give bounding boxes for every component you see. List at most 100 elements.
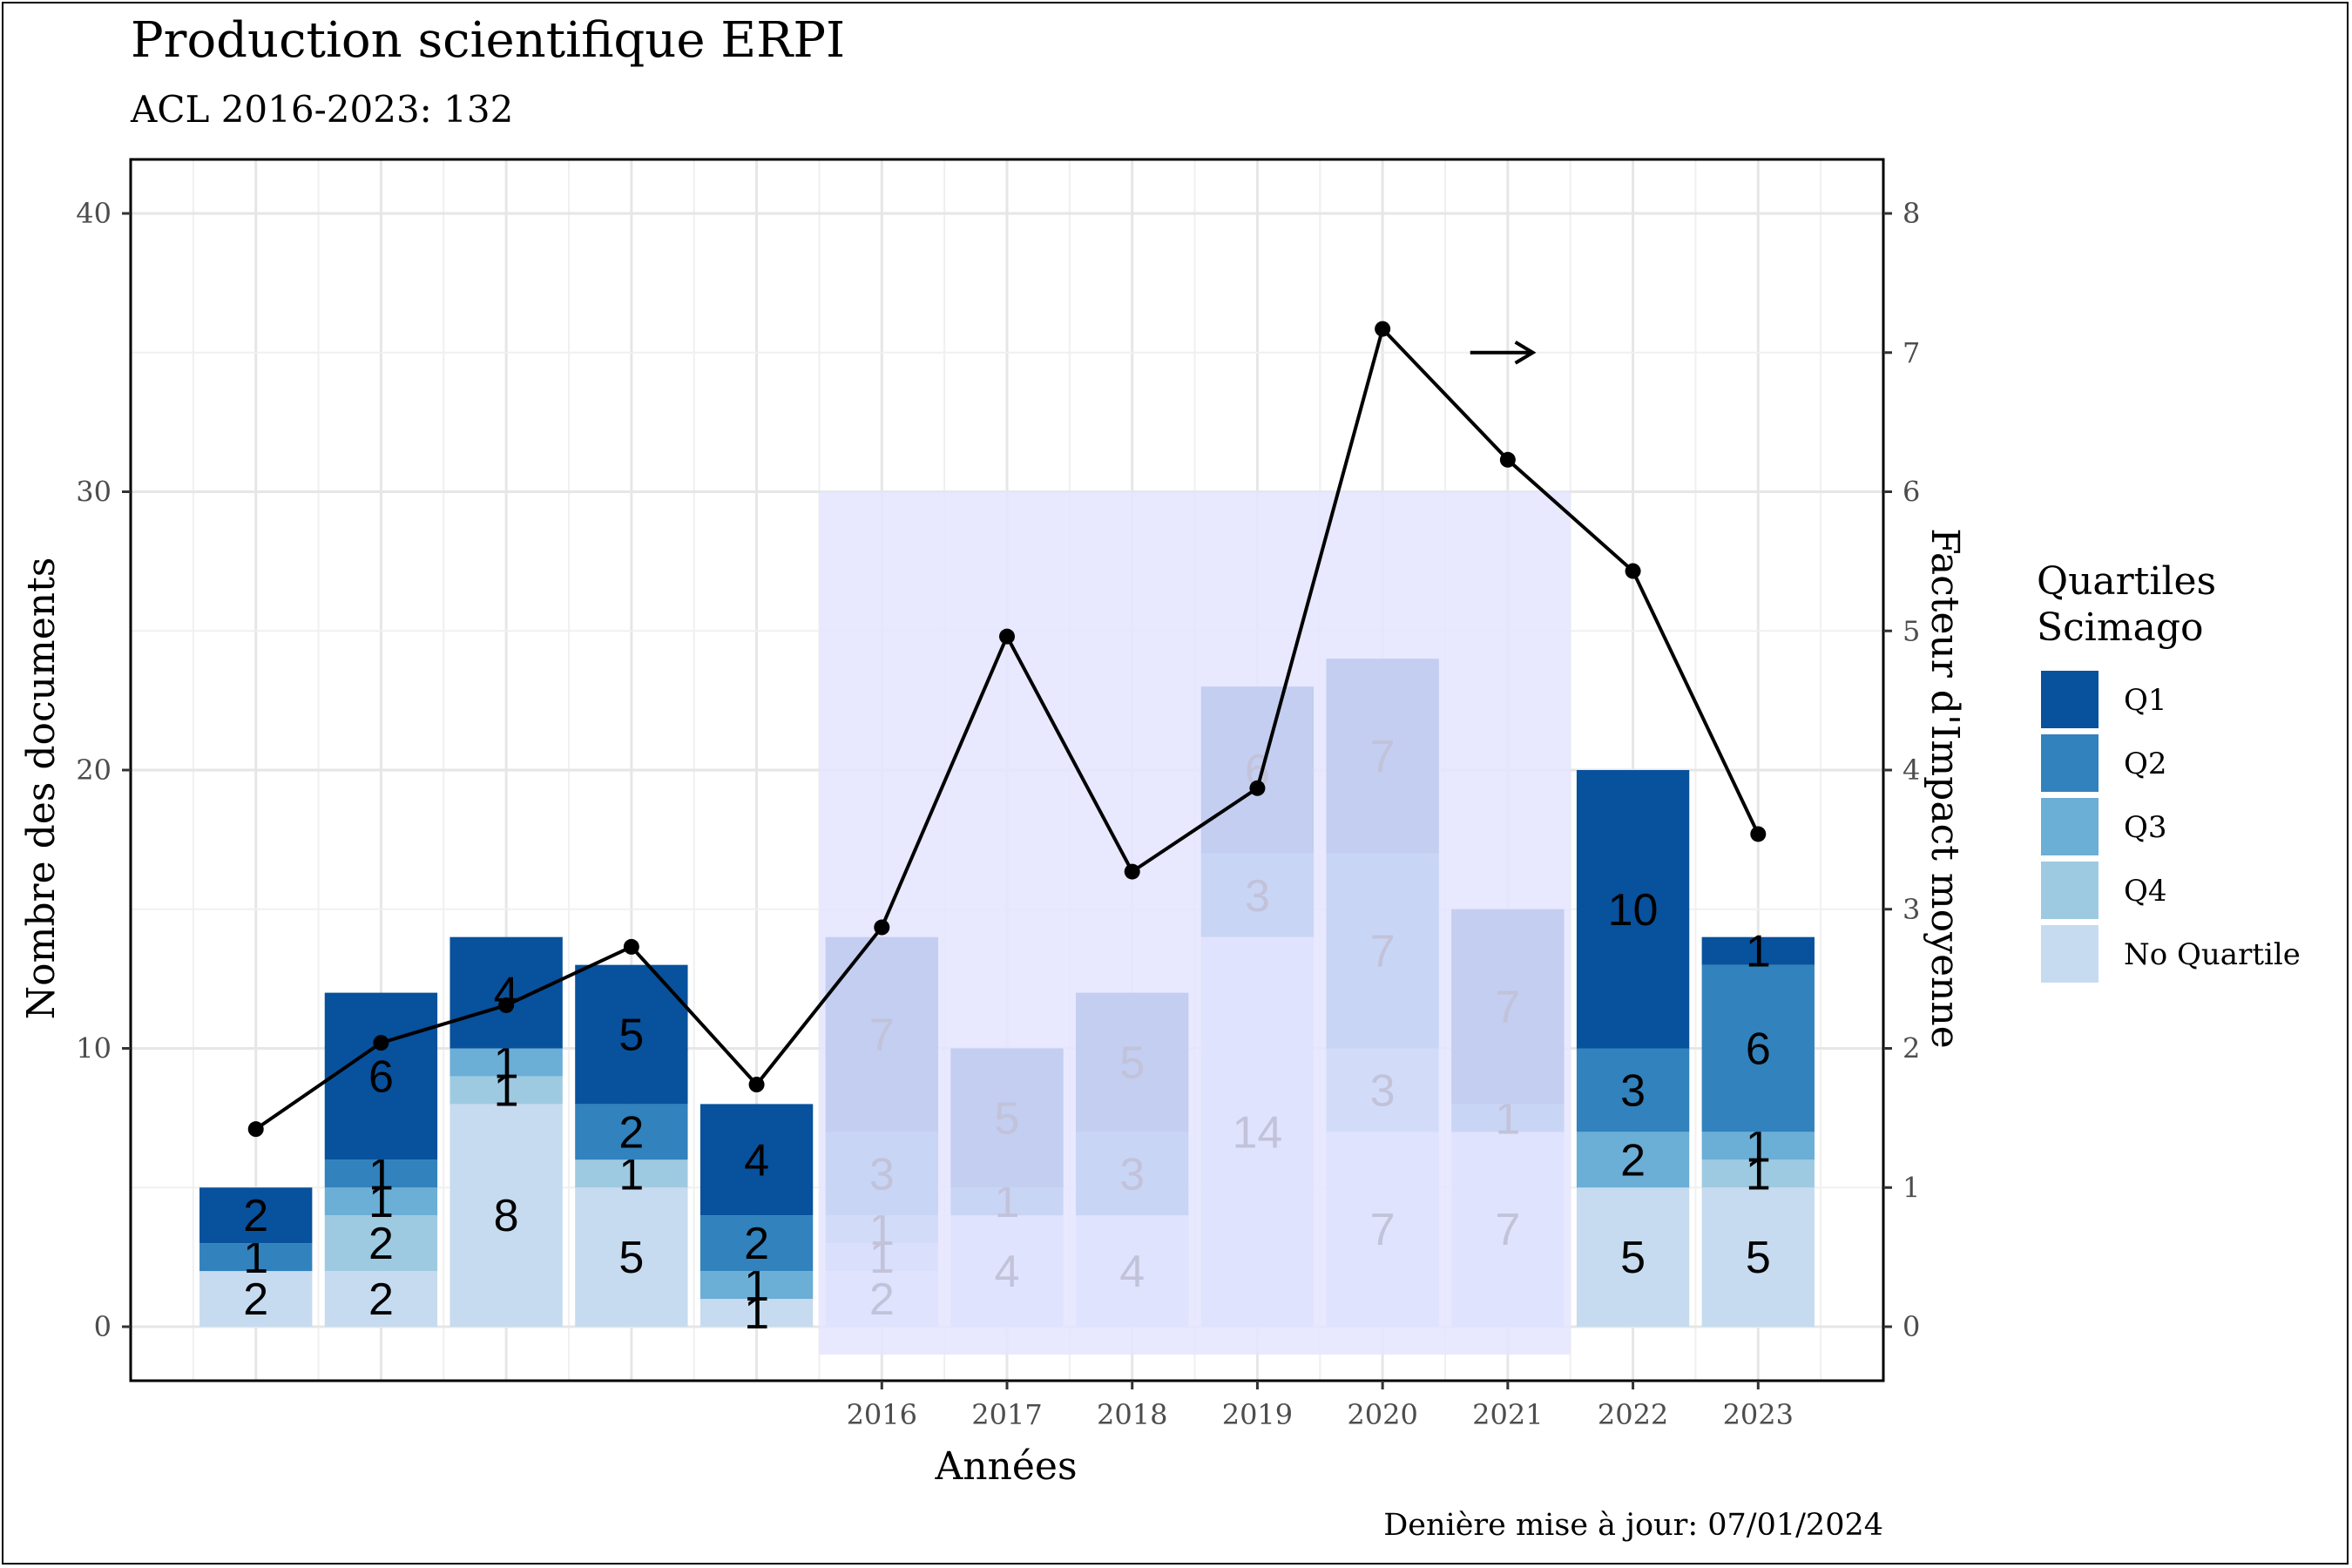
bar-value-label: 5 — [1620, 1233, 1646, 1283]
bar-segment-q1 — [1576, 770, 1690, 1049]
bar-segment-q3 — [324, 1187, 438, 1216]
y2-axis-tick-label: 0 — [1903, 1310, 1920, 1343]
legend-title-line1: Quartiles — [2037, 559, 2216, 604]
impact-factor-point — [1625, 563, 1641, 579]
x-axis-tick-label: 2017 — [971, 1398, 1042, 1431]
bar-value-label: 8 — [494, 1191, 519, 1241]
legend-label: Q4 — [2124, 874, 2167, 909]
bar-value-label: 4 — [744, 1135, 769, 1186]
bar-segment-q4 — [449, 1076, 563, 1105]
bar-segment-q1 — [1701, 936, 1815, 965]
bar-segment-no-quartile — [575, 1187, 688, 1327]
x-axis-tick-label: 2020 — [1347, 1398, 1417, 1431]
y-axis-label: Nombre des documents — [19, 558, 64, 1020]
bar-segment-q2 — [1701, 964, 1815, 1132]
impact-factor-point — [498, 997, 515, 1013]
y2-axis-tick-label: 3 — [1903, 893, 1920, 926]
bar-segment-no-quartile — [199, 1271, 313, 1327]
y-axis-tick-label: 30 — [76, 476, 112, 509]
impact-factor-point — [1249, 780, 1266, 796]
legend-label: Q2 — [2124, 747, 2167, 781]
bar-segment-q2 — [324, 1159, 438, 1188]
bar-segment-no-quartile — [324, 1271, 438, 1327]
bar-value-label: 2 — [368, 1274, 394, 1325]
plot-area: 2122211681145125112421137415435143673777… — [76, 158, 1920, 1431]
y-axis-tick-label: 20 — [76, 754, 112, 787]
x-axis-label: Années — [934, 1444, 1077, 1489]
y-axis-tick-label: 40 — [76, 197, 112, 230]
impact-factor-point — [1750, 826, 1767, 842]
legend-label: Q3 — [2124, 810, 2167, 845]
caption: Denière mise à jour: 07/01/2024 — [1383, 1508, 1883, 1543]
bar-value-label: 2 — [243, 1274, 268, 1325]
impact-factor-point — [999, 628, 1015, 645]
y-axis-tick-label: 0 — [94, 1310, 112, 1343]
bar-value-label: 1 — [1746, 927, 1771, 977]
legend-swatch-q1 — [2041, 671, 2099, 728]
x-axis-tick-label: 2018 — [1097, 1398, 1167, 1431]
bar-segment-q3 — [1701, 1132, 1815, 1160]
bar-segment-q1 — [449, 936, 563, 1049]
legend-label: No Quartile — [2124, 937, 2301, 972]
y2-axis-tick-label: 1 — [1903, 1171, 1920, 1204]
impact-factor-point — [623, 938, 639, 955]
bar-segment-q3 — [700, 1271, 814, 1300]
legend-swatch-q3 — [2041, 798, 2099, 855]
legend-title-line2: Scimago — [2037, 605, 2203, 650]
bar-segment-q1 — [199, 1187, 313, 1244]
bar-segment-q4 — [575, 1159, 688, 1188]
x-axis-tick-label: 2021 — [1472, 1398, 1543, 1431]
y2-axis-tick-label: 5 — [1903, 614, 1920, 647]
bar-value-label: 5 — [618, 1010, 644, 1061]
chart-title: Production scientifique ERPI — [131, 12, 845, 69]
bar-segment-q3 — [1576, 1132, 1690, 1188]
x-axis-tick-label: 2023 — [1723, 1398, 1794, 1431]
bar-value-label: 2 — [744, 1219, 769, 1269]
bar-segment-q1 — [700, 1104, 814, 1216]
bar-segment-no-quartile — [1701, 1187, 1815, 1327]
legend-label: Q1 — [2124, 683, 2167, 718]
legend-swatch-q2 — [2041, 734, 2099, 792]
x-axis-tick-label: 2022 — [1598, 1398, 1668, 1431]
bar-segment-no-quartile — [449, 1104, 563, 1327]
arrow-annotation-head — [1514, 341, 1537, 365]
impact-factor-point — [247, 1121, 264, 1138]
bar-value-label: 2 — [368, 1219, 394, 1269]
bar-segment-q3 — [449, 1048, 563, 1077]
bar-value-label: 2 — [618, 1107, 644, 1158]
bar-value-label: 5 — [618, 1233, 644, 1283]
impact-factor-point — [874, 919, 890, 936]
bar-value-label: 10 — [1608, 885, 1659, 936]
bar-value-label: 5 — [1746, 1233, 1771, 1283]
legend-swatch-q4 — [2041, 862, 2099, 919]
impact-factor-point — [1499, 451, 1516, 468]
bar-value-label: 3 — [1620, 1065, 1646, 1116]
bar-value-label: 2 — [1620, 1135, 1646, 1186]
legend: Quartiles Scimago Q1 Q2 Q3 Q4 No Quartile — [2037, 559, 2301, 983]
bar-segment-q4 — [324, 1215, 438, 1272]
x-axis-tick-label: 2019 — [1222, 1398, 1293, 1431]
chart-subtitle: ACL 2016-2023: 132 — [130, 88, 513, 131]
bar-segment-q1 — [324, 992, 438, 1160]
impact-factor-point — [748, 1077, 765, 1093]
legend-items: Q1 Q2 Q3 Q4 No Quartile — [2041, 671, 2301, 983]
y2-axis-tick-label: 8 — [1903, 197, 1920, 230]
bar-segment-q2 — [199, 1243, 313, 1272]
bar-segment-q2 — [700, 1215, 814, 1272]
y2-axis-tick-label: 6 — [1903, 476, 1920, 509]
y-axis-tick-label: 10 — [76, 1032, 112, 1065]
bar-segment-no-quartile — [700, 1299, 814, 1327]
bar-segment-q2 — [575, 1104, 688, 1160]
bar-segment-q2 — [1576, 1048, 1690, 1132]
y2-axis-tick-label: 7 — [1903, 336, 1920, 369]
x-axis-tick-label: 2016 — [847, 1398, 917, 1431]
bar-value-label: 2 — [243, 1191, 268, 1241]
bar-segment-q4 — [1701, 1159, 1815, 1188]
legend-swatch-no-quartile — [2041, 925, 2099, 983]
impact-factor-point — [373, 1035, 389, 1051]
bar-segment-no-quartile — [1576, 1187, 1690, 1327]
y2-axis-label: Facteur d'Impact moyenne — [1923, 528, 1967, 1048]
impact-factor-point — [1124, 863, 1140, 880]
